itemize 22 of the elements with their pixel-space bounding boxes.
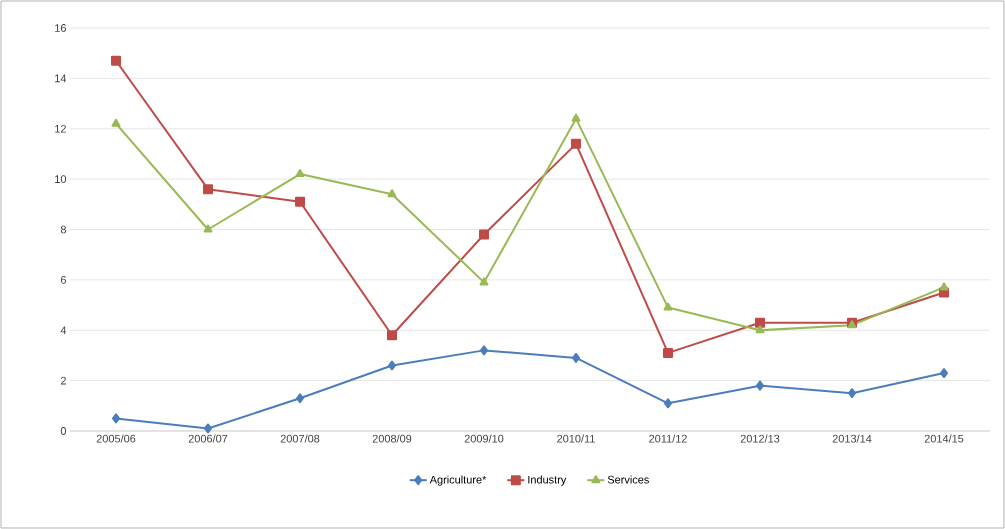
legend-label: Agriculture* [429,475,487,486]
x-tick-label: 2013/14 [832,434,872,443]
x-tick-label: 2011/12 [649,434,687,443]
x-tick-label: 2009/10 [464,434,504,443]
x-tick-label: 2014/15 [924,434,964,443]
y-tick-label: 0 [60,427,67,435]
x-tick-label: 2007/08 [280,434,320,443]
x-tick-label: 2006/07 [188,434,228,443]
y-tick-label: 12 [55,124,66,133]
x-tick-label: 2012/13 [740,434,780,443]
legend-label: Industry [528,475,567,486]
y-tick-label: 6 [60,275,67,284]
legend-label: Services [607,475,649,484]
x-tick-label: 2008/09 [372,434,412,443]
y-tick-label: 16 [55,24,66,32]
y-tick-label: 10 [55,175,67,183]
y-tick-label: 2 [60,376,66,385]
x-tick-label: 2010/11 [557,434,595,443]
y-tick-label: 8 [60,225,67,234]
y-tick-label: 14 [55,74,67,83]
x-tick-label: 2005/06 [96,434,136,443]
y-tick-label: 4 [60,326,67,334]
